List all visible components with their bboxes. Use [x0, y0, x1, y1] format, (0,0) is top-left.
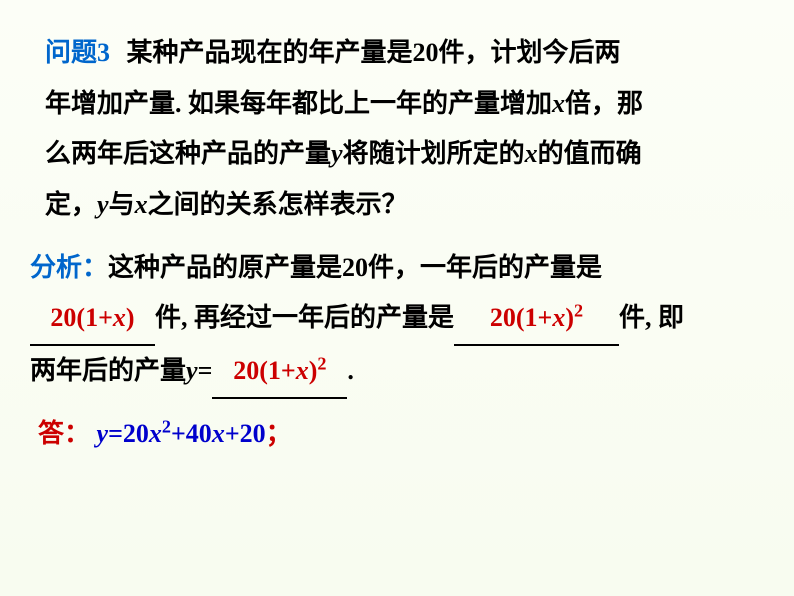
- problem-label: 问题3: [45, 38, 110, 67]
- problem-text-2: 年增加产量. 如果每年都比上一年的产量增加: [45, 89, 552, 118]
- problem-text-4a: 定，: [45, 190, 97, 219]
- var-x: x: [552, 89, 565, 118]
- analysis-text-2b: 件, 即: [619, 303, 684, 332]
- eq-sign: =: [198, 356, 213, 385]
- analysis-label: 分析：: [30, 253, 108, 282]
- var-y-3: y: [186, 356, 198, 385]
- var-y-2: y: [97, 190, 109, 219]
- problem-text-3c: 的值而确: [538, 139, 642, 168]
- problem-text-1: 某种产品现在的年产量是20件，计划今后两: [127, 38, 621, 67]
- answer-content: y=20x2+40x+20: [97, 419, 266, 448]
- blank-1: 20(1+x): [50, 303, 134, 332]
- analysis-text-1: 这种产品的原产量是20件，一年后的产量是: [108, 253, 602, 282]
- semicolon: ；: [266, 419, 292, 448]
- answer-label: 答：: [38, 419, 90, 448]
- problem-text-4b: 与: [109, 190, 135, 219]
- problem-text-3b: 将随计划所定的: [343, 139, 525, 168]
- analysis-text-3a: 两年后的产量: [30, 356, 186, 385]
- var-x-3: x: [135, 190, 148, 219]
- problem-text-3a: 么两年后这种产品的产量: [45, 139, 331, 168]
- blank-3: 20(1+x)2: [233, 356, 326, 385]
- period: .: [347, 356, 354, 385]
- var-x-2: x: [525, 139, 538, 168]
- problem-text-4c: 之间的关系怎样表示？: [148, 190, 408, 219]
- problem-text-2b: 倍，那: [565, 89, 643, 118]
- var-y: y: [331, 139, 343, 168]
- analysis-text-2a: 件, 再经过一年后的产量是: [155, 303, 454, 332]
- blank-2: 20(1+x)2: [490, 303, 583, 332]
